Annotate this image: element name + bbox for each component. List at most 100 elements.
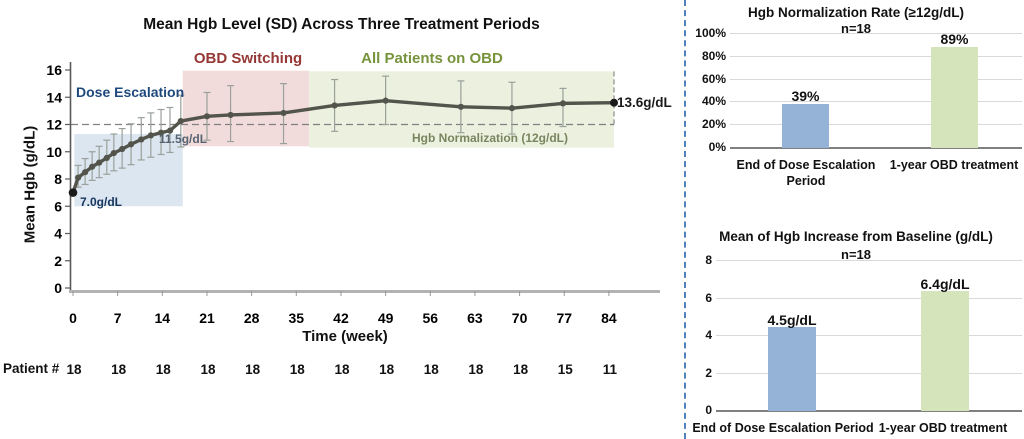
region-label-obd-switching: OBD Switching [193,50,303,67]
x-tick-label: 42 [333,310,349,326]
normalization-rate-bar-chart: Hgb Normalization Rate (≥12g/dL) n=18 0%… [688,0,1024,220]
bar-chart-subtitle: n=18 [841,21,871,36]
bar-chart-subtitle: n=18 [841,247,871,262]
x-tick-label: 63 [467,310,483,326]
patient-count: 18 [424,362,440,377]
annotation-baseline-hgb: 7.0g/dL [80,195,123,209]
x-tick-label: 7 [114,310,122,326]
y-tick-label: 4 [54,226,62,242]
data-point [127,141,135,148]
y-tick-label: 100% [695,26,726,40]
data-point [227,111,234,119]
patient-count: 15 [558,362,574,377]
x-tick-label: 28 [244,310,260,326]
annotation-final-hgb: 13.6g/dL [617,95,672,110]
category-label: 1-year OBD treatment [878,421,1008,435]
gridline [730,78,1022,80]
data-point [157,129,165,136]
gridline [730,124,1022,126]
x-tick-label: 77 [556,310,572,326]
y-tick-label: 2 [54,253,62,269]
patient-count: 18 [290,362,306,377]
data-point [508,105,516,112]
bar-value-label: 6.4g/dL [920,276,970,292]
y-tick-label: 0 [705,403,712,417]
data-point [103,154,110,161]
y-tick-label: 6 [705,290,712,305]
patient-row-label: Patient # [3,361,60,376]
data-point [177,117,184,125]
y-tick-label: 60% [701,71,726,86]
bar-value-label: 4.5g/dL [767,311,817,328]
y-tick-label: 4 [705,328,712,342]
data-point [89,163,96,170]
x-tick-label: 21 [199,310,215,326]
annotation-normalization-line: Hgb Normalization (12g/dL) [412,131,568,145]
patient-count: 18 [111,362,127,377]
gridline [730,55,1022,57]
patient-count: 18 [245,362,261,377]
data-point [203,113,211,120]
patient-count: 18 [513,362,529,377]
line-chart-title: Mean Hgb Level (SD) Across Three Treatme… [143,16,540,33]
x-axis-title: Time (week) [302,328,388,345]
data-point [138,136,145,143]
patient-count: 18 [66,362,82,377]
gridline [730,101,1022,103]
panel-separator-dashed-line [684,0,686,439]
category-label: End of Dose Escalation Period [736,158,876,188]
patient-count: 18 [334,362,350,377]
data-point [75,174,82,181]
y-tick-label: 80% [701,48,726,63]
gridline [716,335,1022,336]
data-point [610,98,619,107]
bar-chart-title: Hgb Normalization Rate (≥12g/dL) [748,5,964,20]
x-tick-label: 56 [422,310,438,326]
data-point [331,102,338,109]
data-point [280,109,287,117]
patient-count: 18 [200,362,216,377]
data-point [457,103,465,110]
data-point [119,145,126,153]
bar [768,326,816,411]
category-label: End of Dose Escalation Period [692,421,874,435]
x-tick-label: 84 [601,310,617,326]
data-point [382,97,389,104]
region-label-all-patients-obd: All Patients on OBD [361,50,503,67]
y-tick-label: 14 [46,89,62,105]
patient-count: 18 [379,362,395,377]
data-point [166,127,174,134]
y-tick-label: 8 [54,171,62,187]
bar-value-label: 89% [940,30,969,47]
y-tick-label: 2 [705,365,712,380]
data-point [68,188,78,197]
y-tick-label: 6 [54,198,62,214]
axis-baseline [716,410,1022,412]
data-point [110,150,117,157]
data-point [559,100,567,107]
y-tick-label: 16 [46,62,62,78]
patient-count: 18 [156,362,172,377]
category-label: 1-year OBD treatment [889,158,1019,172]
y-tick-label: 0 [54,280,62,296]
y-tick-label: 10 [46,144,62,160]
data-point [82,169,89,176]
data-point [96,159,103,166]
y-tick-label: 0% [708,140,726,154]
gridline [730,33,1022,34]
line-chart-plot: 0 2 4 6 8 10 12 14 16 0 18 7 18 14 18 21 18 28 18 35 18 42 18 4… [46,62,660,377]
y-tick-label: 40% [701,94,726,109]
bar-chart-title: Mean of Hgb Increase from Baseline (g/dL… [719,229,993,244]
x-tick-label: 49 [378,310,394,326]
gridline [716,260,1022,261]
bar [782,103,829,148]
y-tick-label: 8 [705,253,712,267]
period-band-1 [182,70,310,147]
gridline [716,372,1022,374]
hgb-increase-bar-chart: Mean of Hgb Increase from Baseline (g/dL… [688,222,1024,439]
axis-baseline [730,147,1022,149]
x-tick-label: 0 [69,310,77,326]
bar [931,46,978,148]
y-axis-title: Mean Hgb (g/dL) [21,125,39,244]
